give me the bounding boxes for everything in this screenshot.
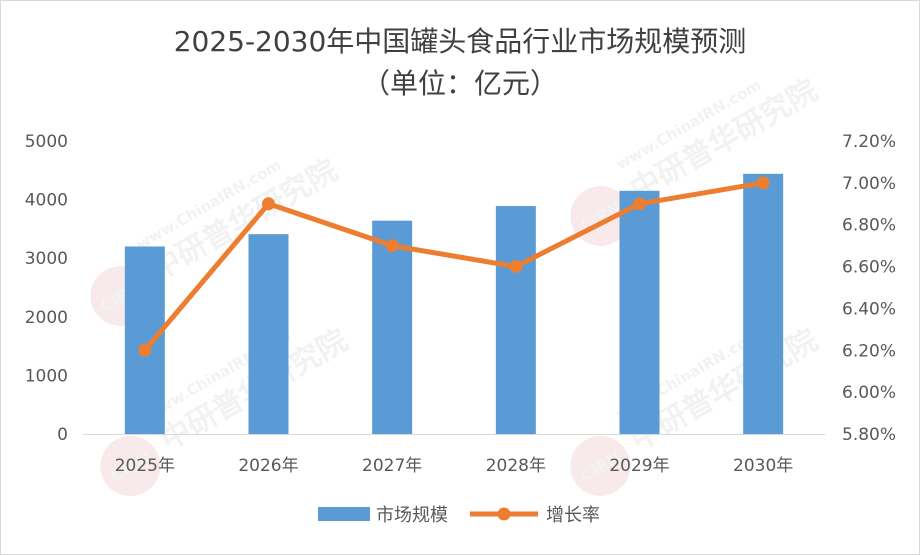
y-left-tick-label: 2000 xyxy=(25,308,68,328)
bar xyxy=(743,173,784,435)
x-tick-label: 2028年 xyxy=(486,456,546,476)
x-tick-label: 2027年 xyxy=(362,456,422,476)
y-left-tick-label: 4000 xyxy=(25,191,68,211)
legend-swatch-bar xyxy=(318,507,370,521)
y-right-tick-label: 5.80% xyxy=(842,425,896,445)
y-left-tick-label: 5000 xyxy=(25,132,68,152)
y-left-tick-label: 1000 xyxy=(25,366,68,386)
bar xyxy=(124,246,165,434)
y-right-tick-label: 6.40% xyxy=(842,299,896,319)
y-left-tick-label: 0 xyxy=(57,425,68,445)
growth-rate-point xyxy=(262,197,275,211)
y-right-tick-label: 7.20% xyxy=(842,132,896,152)
chart-subtitle: （单位：亿元） xyxy=(361,67,558,100)
legend-label: 市场规模 xyxy=(376,505,448,526)
legend-label: 增长率 xyxy=(546,505,600,526)
bar xyxy=(248,234,289,434)
bar xyxy=(495,206,536,434)
y-right-tick-label: 7.00% xyxy=(842,174,896,194)
growth-rate-line xyxy=(142,180,764,352)
y-right-tick-label: 6.60% xyxy=(842,258,896,278)
growth-rate-point xyxy=(509,260,523,274)
bar xyxy=(372,220,413,434)
y-right-tick-label: 6.00% xyxy=(842,383,896,403)
y-left-tick-label: 3000 xyxy=(25,249,68,269)
x-tick-label: 2026年 xyxy=(238,456,298,476)
y-right-tick-label: 6.80% xyxy=(842,216,896,236)
bar xyxy=(619,190,660,434)
watermark-logo xyxy=(100,435,161,496)
watermark-logo xyxy=(570,435,631,496)
x-tick-label: 2025年 xyxy=(115,456,175,476)
growth-rate-point xyxy=(633,197,646,211)
x-tick-label: 2029年 xyxy=(609,456,669,476)
growth-rate-point xyxy=(385,239,399,253)
chart-title: 2025-2030年中国罐头食品行业市场规模预测 xyxy=(173,25,747,58)
growth-rate-point xyxy=(756,176,770,190)
legend-swatch-marker xyxy=(497,507,511,521)
x-tick-label: 2030年 xyxy=(733,456,793,476)
growth-rate-point xyxy=(138,343,152,357)
y-right-tick-label: 6.20% xyxy=(842,341,896,361)
